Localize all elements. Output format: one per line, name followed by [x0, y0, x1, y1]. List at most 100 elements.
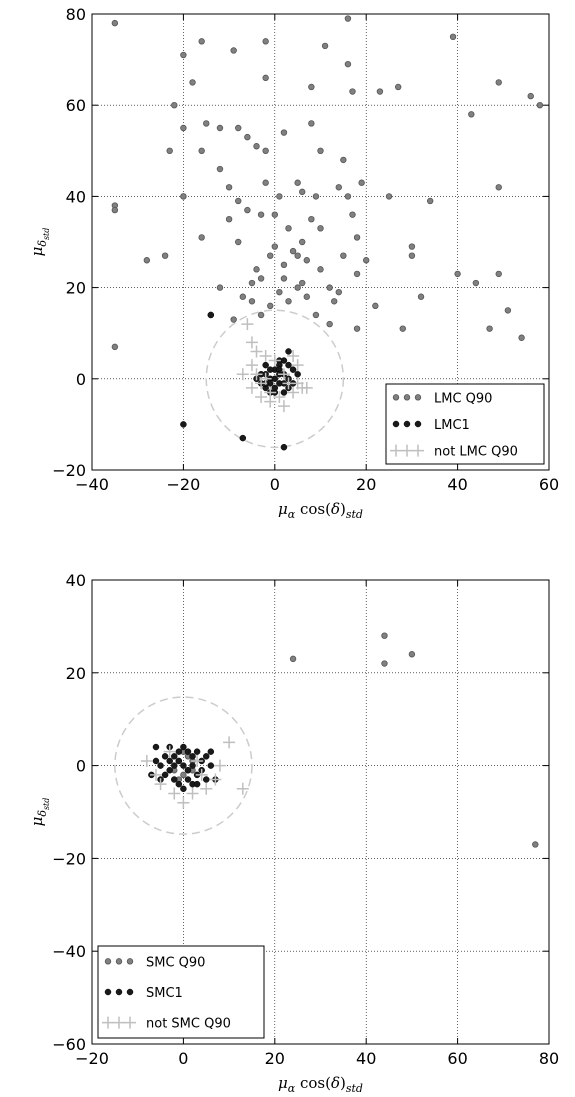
data-point: [264, 386, 277, 399]
data-point: [152, 757, 160, 765]
legend-marker-glyph: [115, 988, 123, 996]
data-point: [426, 197, 434, 205]
x-tick-label: 40: [447, 475, 467, 494]
data-point: [344, 15, 352, 22]
y-tick-label: 40: [66, 571, 86, 590]
data-point: [472, 279, 480, 287]
x-tick-label: 0: [178, 1049, 188, 1068]
x-tick-label: 0: [270, 475, 280, 494]
y-axis-label: μδstd: [28, 798, 51, 827]
data-point: [225, 215, 233, 223]
data-point: [326, 320, 333, 328]
x-tick-label: 60: [539, 475, 559, 494]
data-point: [294, 252, 301, 259]
data-point: [241, 318, 254, 331]
y-tick-label: 20: [66, 279, 86, 298]
data-point: [161, 252, 169, 259]
data-point: [299, 188, 306, 196]
data-point: [308, 83, 315, 91]
data-point: [358, 179, 365, 186]
data-point: [184, 766, 192, 774]
legend-marker-glyph: [113, 1016, 125, 1029]
data-point: [245, 359, 258, 372]
data-point: [235, 124, 242, 132]
data-point: [417, 293, 425, 300]
data-point: [180, 193, 187, 200]
data-point: [245, 336, 258, 349]
data-point: [184, 776, 192, 783]
grid: [92, 580, 549, 1044]
legend-marker-glyph: [392, 394, 400, 401]
data-point: [372, 302, 379, 310]
data-point: [294, 370, 301, 378]
data-point: [312, 311, 320, 319]
legend-marker-glyph: [104, 988, 112, 996]
x-axis-label: μα cos(δ)std: [278, 1074, 363, 1095]
y-tick-label: 0: [76, 757, 86, 776]
data-point: [353, 270, 361, 278]
data-point: [285, 298, 292, 305]
data-point: [262, 179, 269, 186]
data-point: [111, 343, 119, 351]
data-point: [186, 787, 199, 800]
data-point: [495, 79, 502, 86]
data-point: [253, 143, 260, 150]
x-tick-label: 20: [356, 475, 376, 494]
data-point: [180, 771, 187, 779]
legend-marker-glyph: [126, 958, 134, 965]
data-point: [152, 743, 160, 751]
x-axis-label-text: μα cos(δ)std: [278, 500, 363, 521]
data-point: [277, 400, 290, 413]
data-point: [216, 284, 224, 291]
data-point: [282, 377, 295, 390]
data-point: [408, 243, 416, 250]
data-point: [280, 275, 288, 282]
legend-marker: [392, 420, 422, 428]
y-axis-label-text: μδstd: [28, 798, 51, 827]
data-point: [198, 234, 205, 241]
data-point: [340, 252, 347, 259]
x-tick-label: 20: [265, 1049, 285, 1068]
series-lmc-q90: [111, 15, 544, 351]
data-point: [203, 120, 210, 127]
selection-circle: [205, 309, 345, 449]
data-point: [262, 361, 269, 369]
data-point: [198, 147, 205, 154]
legend: SMC Q90 SMC1 not SMC Q90: [97, 945, 265, 1039]
data-point: [299, 238, 306, 246]
data-point: [326, 284, 333, 291]
legend: LMC Q90 LMC1 not LMC Q90: [385, 383, 545, 465]
data-point: [527, 92, 534, 100]
data-point: [344, 193, 352, 200]
legend-marker-glyph: [115, 958, 123, 965]
data-point: [262, 38, 269, 45]
legend-marker-glyph: [126, 988, 134, 996]
data-point: [289, 655, 297, 663]
data-point: [303, 257, 310, 264]
legend-entry: not SMC Q90: [146, 1017, 231, 1032]
data-point: [308, 215, 315, 223]
data-point: [408, 252, 416, 259]
y-tick-label: 40: [66, 187, 86, 206]
data-point: [273, 391, 286, 404]
data-point: [267, 252, 274, 259]
data-point: [280, 129, 288, 136]
data-point: [262, 74, 269, 82]
data-point: [353, 325, 361, 332]
data-point: [331, 298, 338, 305]
data-point: [154, 778, 167, 791]
data-point: [289, 247, 297, 255]
data-point: [250, 345, 263, 358]
data-point: [257, 311, 265, 319]
data-point: [353, 234, 361, 241]
data-point: [280, 261, 288, 268]
data-point: [236, 368, 249, 381]
data-point: [276, 288, 283, 296]
data-point: [161, 771, 169, 779]
points: [140, 632, 539, 848]
data-point: [276, 193, 283, 200]
y-tick-label: −20: [52, 849, 86, 868]
data-point: [180, 421, 187, 428]
